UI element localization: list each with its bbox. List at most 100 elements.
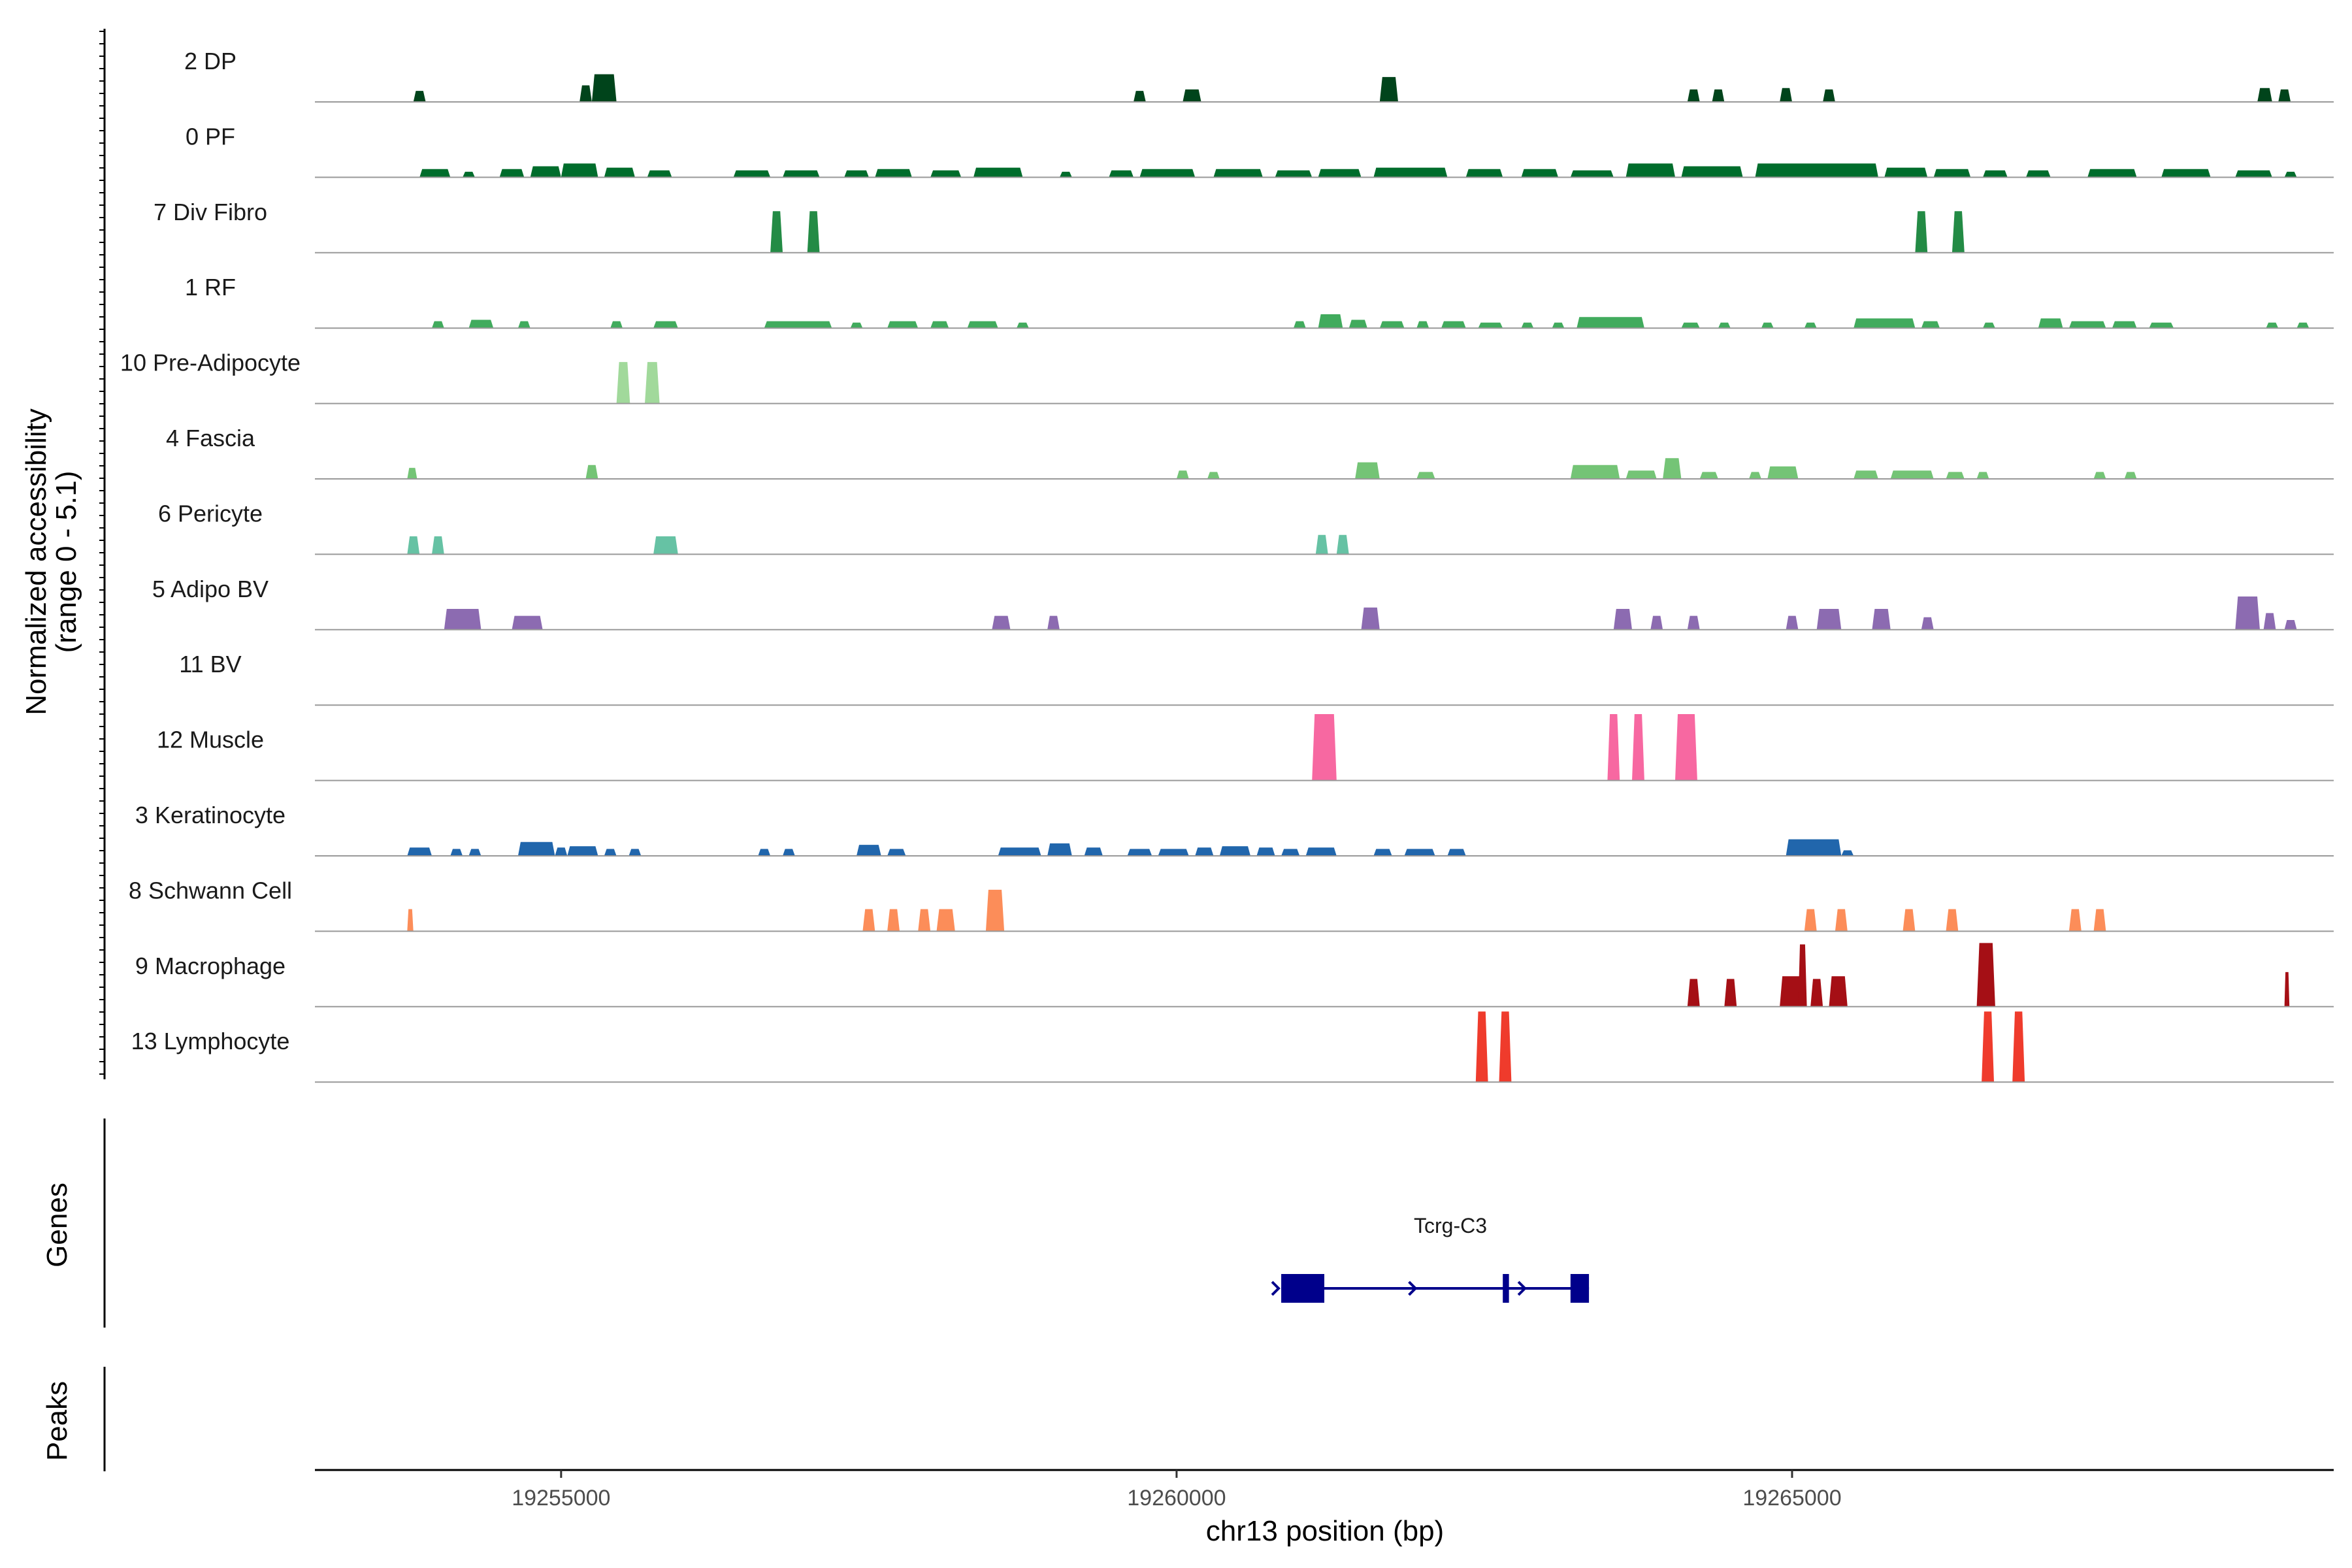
coverage-peak — [1982, 1011, 1994, 1083]
coverage-peak — [850, 322, 863, 329]
coverage-peak — [2149, 322, 2174, 329]
coverage-peak — [844, 170, 869, 178]
coverage-peak — [1921, 321, 1940, 329]
coverage-peak — [419, 169, 451, 178]
coverage-peak — [1447, 849, 1466, 856]
coverage-peak — [764, 321, 832, 329]
coverage-peak — [432, 321, 444, 329]
coverage-peak — [407, 847, 432, 856]
coverage-peak — [1127, 849, 1152, 856]
coverage-peak — [1139, 169, 1196, 178]
coverage-peak — [463, 171, 475, 178]
coverage-peak — [1213, 169, 1263, 178]
coverage-peak — [1810, 979, 1823, 1007]
track-12: 8 Schwann Cell — [129, 877, 2334, 932]
tracks-layer: 2 DP 0 PF 7 Div Fibro 1 RF 10 Pre-Adipocyte 4… — [120, 48, 2334, 1083]
track-14: 13 Lymphocyte — [131, 1011, 2334, 1083]
coverage-peak — [857, 845, 881, 856]
coverage-peak — [1921, 617, 1934, 630]
track-13: 9 Macrophage — [135, 943, 2334, 1007]
coverage-peak — [2266, 322, 2279, 329]
coverage-peak — [1158, 849, 1189, 856]
coverage-peak — [2278, 89, 2291, 102]
coverage-peak — [1681, 166, 1743, 178]
coverage-peak — [653, 321, 678, 329]
coverage-peak — [561, 163, 598, 178]
coverage-peak — [1712, 89, 1725, 102]
coverage-peak — [530, 166, 561, 178]
coverage-peak — [1903, 909, 1916, 932]
coverage-peak — [1441, 321, 1466, 329]
gene-layer — [1271, 1274, 1590, 1303]
track-label: 10 Pre-Adipocyte — [120, 350, 301, 376]
coverage-peak — [1047, 843, 1072, 856]
coverage-peak — [1256, 847, 1275, 856]
coverage-peak — [1275, 170, 1313, 178]
track-3: 7 Div Fibro — [154, 199, 2334, 253]
coverage-peak — [1687, 615, 1700, 630]
coverage-peak — [1336, 534, 1349, 555]
track-7: 6 Pericyte — [158, 500, 2334, 555]
y-axis-title: Normalized accessibility (range 0 - 5.1) — [20, 408, 82, 715]
coverage-peak — [1884, 167, 1928, 178]
coverage-peak — [1348, 319, 1367, 329]
coverage-peak — [1798, 944, 1807, 1007]
coverage-peak — [604, 167, 635, 178]
x-tick-label: 19265000 — [1742, 1486, 1841, 1511]
coverage-peak — [2284, 171, 2297, 178]
track-label: 11 BV — [179, 651, 241, 678]
coverage-peak — [1355, 462, 1380, 479]
coverage-peak — [1755, 163, 1878, 178]
coverage-peak — [499, 169, 525, 178]
coverage-peak — [407, 536, 420, 555]
coverage-peak — [998, 847, 1041, 856]
coverage-peak — [1823, 89, 1835, 102]
coverage-peak — [1219, 846, 1250, 856]
coverage-peak — [2235, 170, 2272, 178]
track-1: 2 DP — [184, 48, 2334, 103]
coverage-peak — [1780, 976, 1805, 1007]
coverage-peak — [468, 849, 482, 856]
coverage-peak — [567, 846, 598, 856]
coverage-peak — [807, 211, 820, 253]
track-label: 7 Div Fibro — [154, 199, 267, 225]
track-label: 0 PF — [186, 123, 235, 150]
coverage-peak — [1767, 466, 1799, 479]
coverage-peak — [992, 615, 1011, 630]
coverage-peak — [1946, 909, 1959, 932]
coverage-peak — [1632, 714, 1644, 781]
coverage-peak — [1724, 979, 1737, 1007]
coverage-peak — [604, 849, 617, 856]
coverage-peak — [1478, 322, 1503, 329]
coverage-peak — [2068, 909, 2082, 932]
coverage-peak — [1854, 470, 1878, 479]
coverage-peak — [887, 909, 900, 932]
coverage-peak — [1804, 909, 1817, 932]
coverage-peak — [585, 465, 598, 479]
track-4: 1 RF — [185, 274, 2334, 329]
track-11: 3 Keratinocyte — [135, 802, 2334, 857]
coverage-peak — [1305, 847, 1337, 856]
coverage-peak — [1379, 76, 1398, 102]
coverage-peak — [783, 849, 795, 856]
coverage-peak — [653, 536, 678, 555]
gene-label: Tcrg-C3 — [1414, 1214, 1487, 1237]
coverage-peak — [1613, 609, 1632, 630]
coverage-peak — [862, 909, 875, 932]
coverage-peak — [985, 889, 1005, 932]
coverage-peak — [1109, 170, 1134, 178]
coverage-peak — [1195, 847, 1214, 856]
gene-exon — [1570, 1274, 1590, 1303]
coverage-peak — [1915, 211, 1928, 253]
coverage-peak — [1134, 91, 1146, 102]
peaks-panel-title: Peaks — [41, 1381, 73, 1461]
coverage-peak — [2263, 613, 2276, 630]
strand-arrow — [1271, 1281, 1281, 1296]
coverage-peak — [2257, 88, 2272, 102]
coverage-peak — [2038, 318, 2063, 329]
coverage-peak — [1499, 1011, 1512, 1083]
coverage-peak — [1373, 167, 1448, 178]
coverage-peak — [1625, 163, 1675, 178]
track-label: 13 Lymphocyte — [131, 1028, 290, 1054]
